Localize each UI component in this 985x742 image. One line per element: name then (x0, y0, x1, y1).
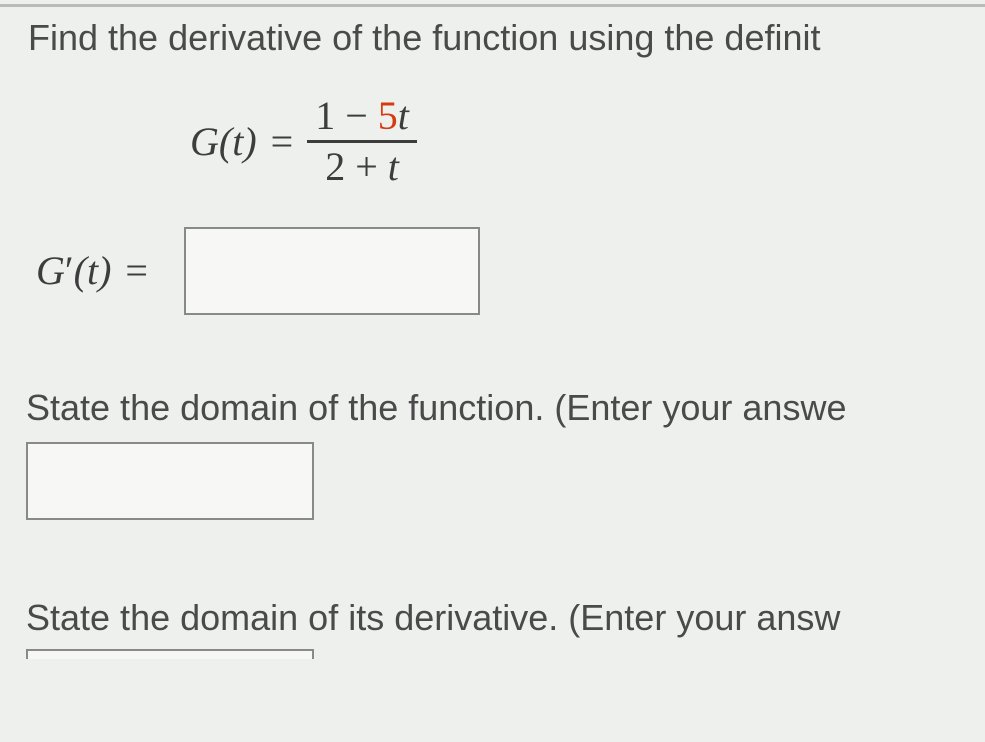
function-definition: G(t) = 1 − 5t 2 + t (0, 92, 985, 191)
domain-function-input[interactable] (26, 442, 314, 520)
denominator-prefix: 2 + (325, 144, 388, 189)
domain-derivative-input[interactable] (26, 649, 314, 659)
derivative-lhs: G′(t) (36, 247, 111, 294)
question-2-text: State the domain of the function. (Enter… (0, 385, 985, 432)
numerator-var: t (398, 93, 409, 138)
derivative-paren-t: (t) (74, 248, 112, 293)
derivative-row: G′(t) = (0, 227, 985, 315)
prime-symbol: ′ (65, 248, 74, 293)
fraction-numerator: 1 − 5t (307, 92, 417, 140)
instruction-text: Find the derivative of the function usin… (0, 15, 985, 62)
question-page: Find the derivative of the function usin… (0, 4, 985, 659)
numerator-prefix: 1 − (315, 93, 378, 138)
equals-sign: = (271, 118, 294, 165)
derivative-input[interactable] (184, 227, 480, 315)
domain-function-input-holder (0, 442, 985, 525)
denominator-var: t (388, 144, 399, 189)
function-lhs-text: G(t) (190, 119, 257, 164)
domain-derivative-input-holder (0, 649, 985, 659)
derivative-G: G (36, 248, 65, 293)
function-lhs: G(t) (190, 118, 257, 165)
fraction-denominator: 2 + t (317, 143, 407, 191)
equals-sign-2: = (125, 247, 148, 294)
numerator-coef: 5 (378, 93, 398, 138)
question-3-text: State the domain of its derivative. (Ent… (0, 595, 985, 642)
fraction: 1 − 5t 2 + t (307, 92, 417, 191)
